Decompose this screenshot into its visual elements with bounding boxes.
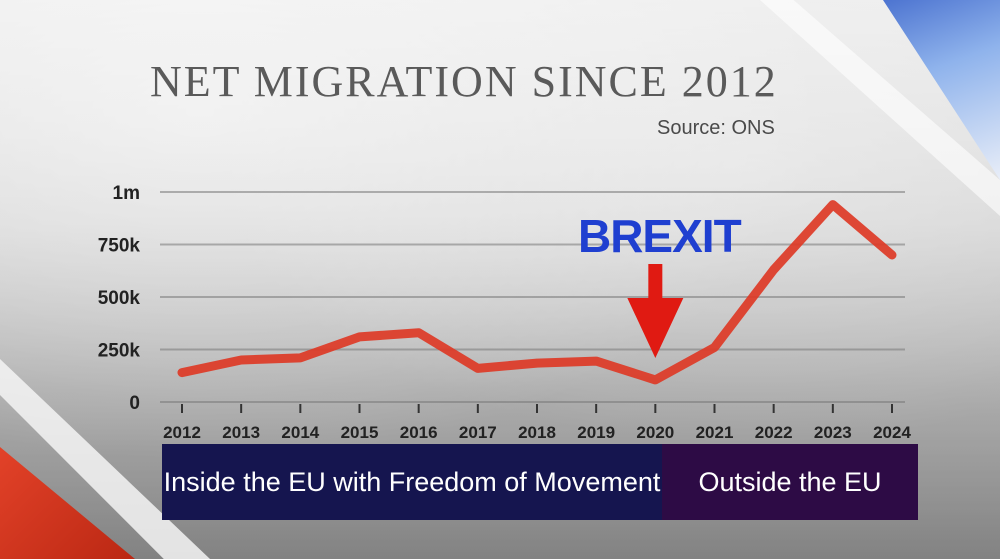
band-inside-eu: Inside the EU with Freedom of Movement [162,444,662,520]
x-tick-label: 2014 [281,423,319,442]
x-tick-label: 2021 [696,423,734,442]
band-outside-eu: Outside the EU [662,444,918,520]
y-tick-label: 0 [129,393,140,414]
grid [160,191,905,403]
x-tick-label: 2018 [518,423,556,442]
source-label: Source: ONS [657,117,775,139]
x-tick-label: 2019 [577,423,615,442]
x-tick-label: 2020 [636,423,674,442]
x-tick-label: 2013 [222,423,260,442]
y-tick-label: 500k [98,288,141,309]
band-outside-eu-label: Outside the EU [698,467,882,497]
x-tick-label: 2022 [755,423,793,442]
brexit-label: BREXIT [578,210,742,262]
x-tick-label: 2015 [341,423,379,442]
x-axis: 2012 2013 2014 2015 2016 2017 2018 2019 2020 2021… [163,404,911,442]
y-axis: 0 250k 500k 750k 1m [98,183,141,414]
band-inside-eu-label: Inside the EU with Freedom of Movement [163,467,661,497]
x-tick-label: 2016 [400,423,438,442]
down-arrow-icon [627,264,684,358]
x-tick-label: 2017 [459,423,497,442]
x-tick-label: 2012 [163,423,201,442]
chart-title: NET MIGRATION SINCE 2012 [150,57,778,106]
y-tick-label: 250k [98,341,141,362]
series-layer [177,200,897,385]
brexit-annotation: BREXIT [578,210,743,358]
y-tick-label: 1m [113,183,140,204]
x-tick-label: 2024 [873,423,911,442]
x-tick-label: 2023 [814,423,852,442]
y-tick-label: 750k [98,236,141,257]
net-migration-line [177,200,897,385]
